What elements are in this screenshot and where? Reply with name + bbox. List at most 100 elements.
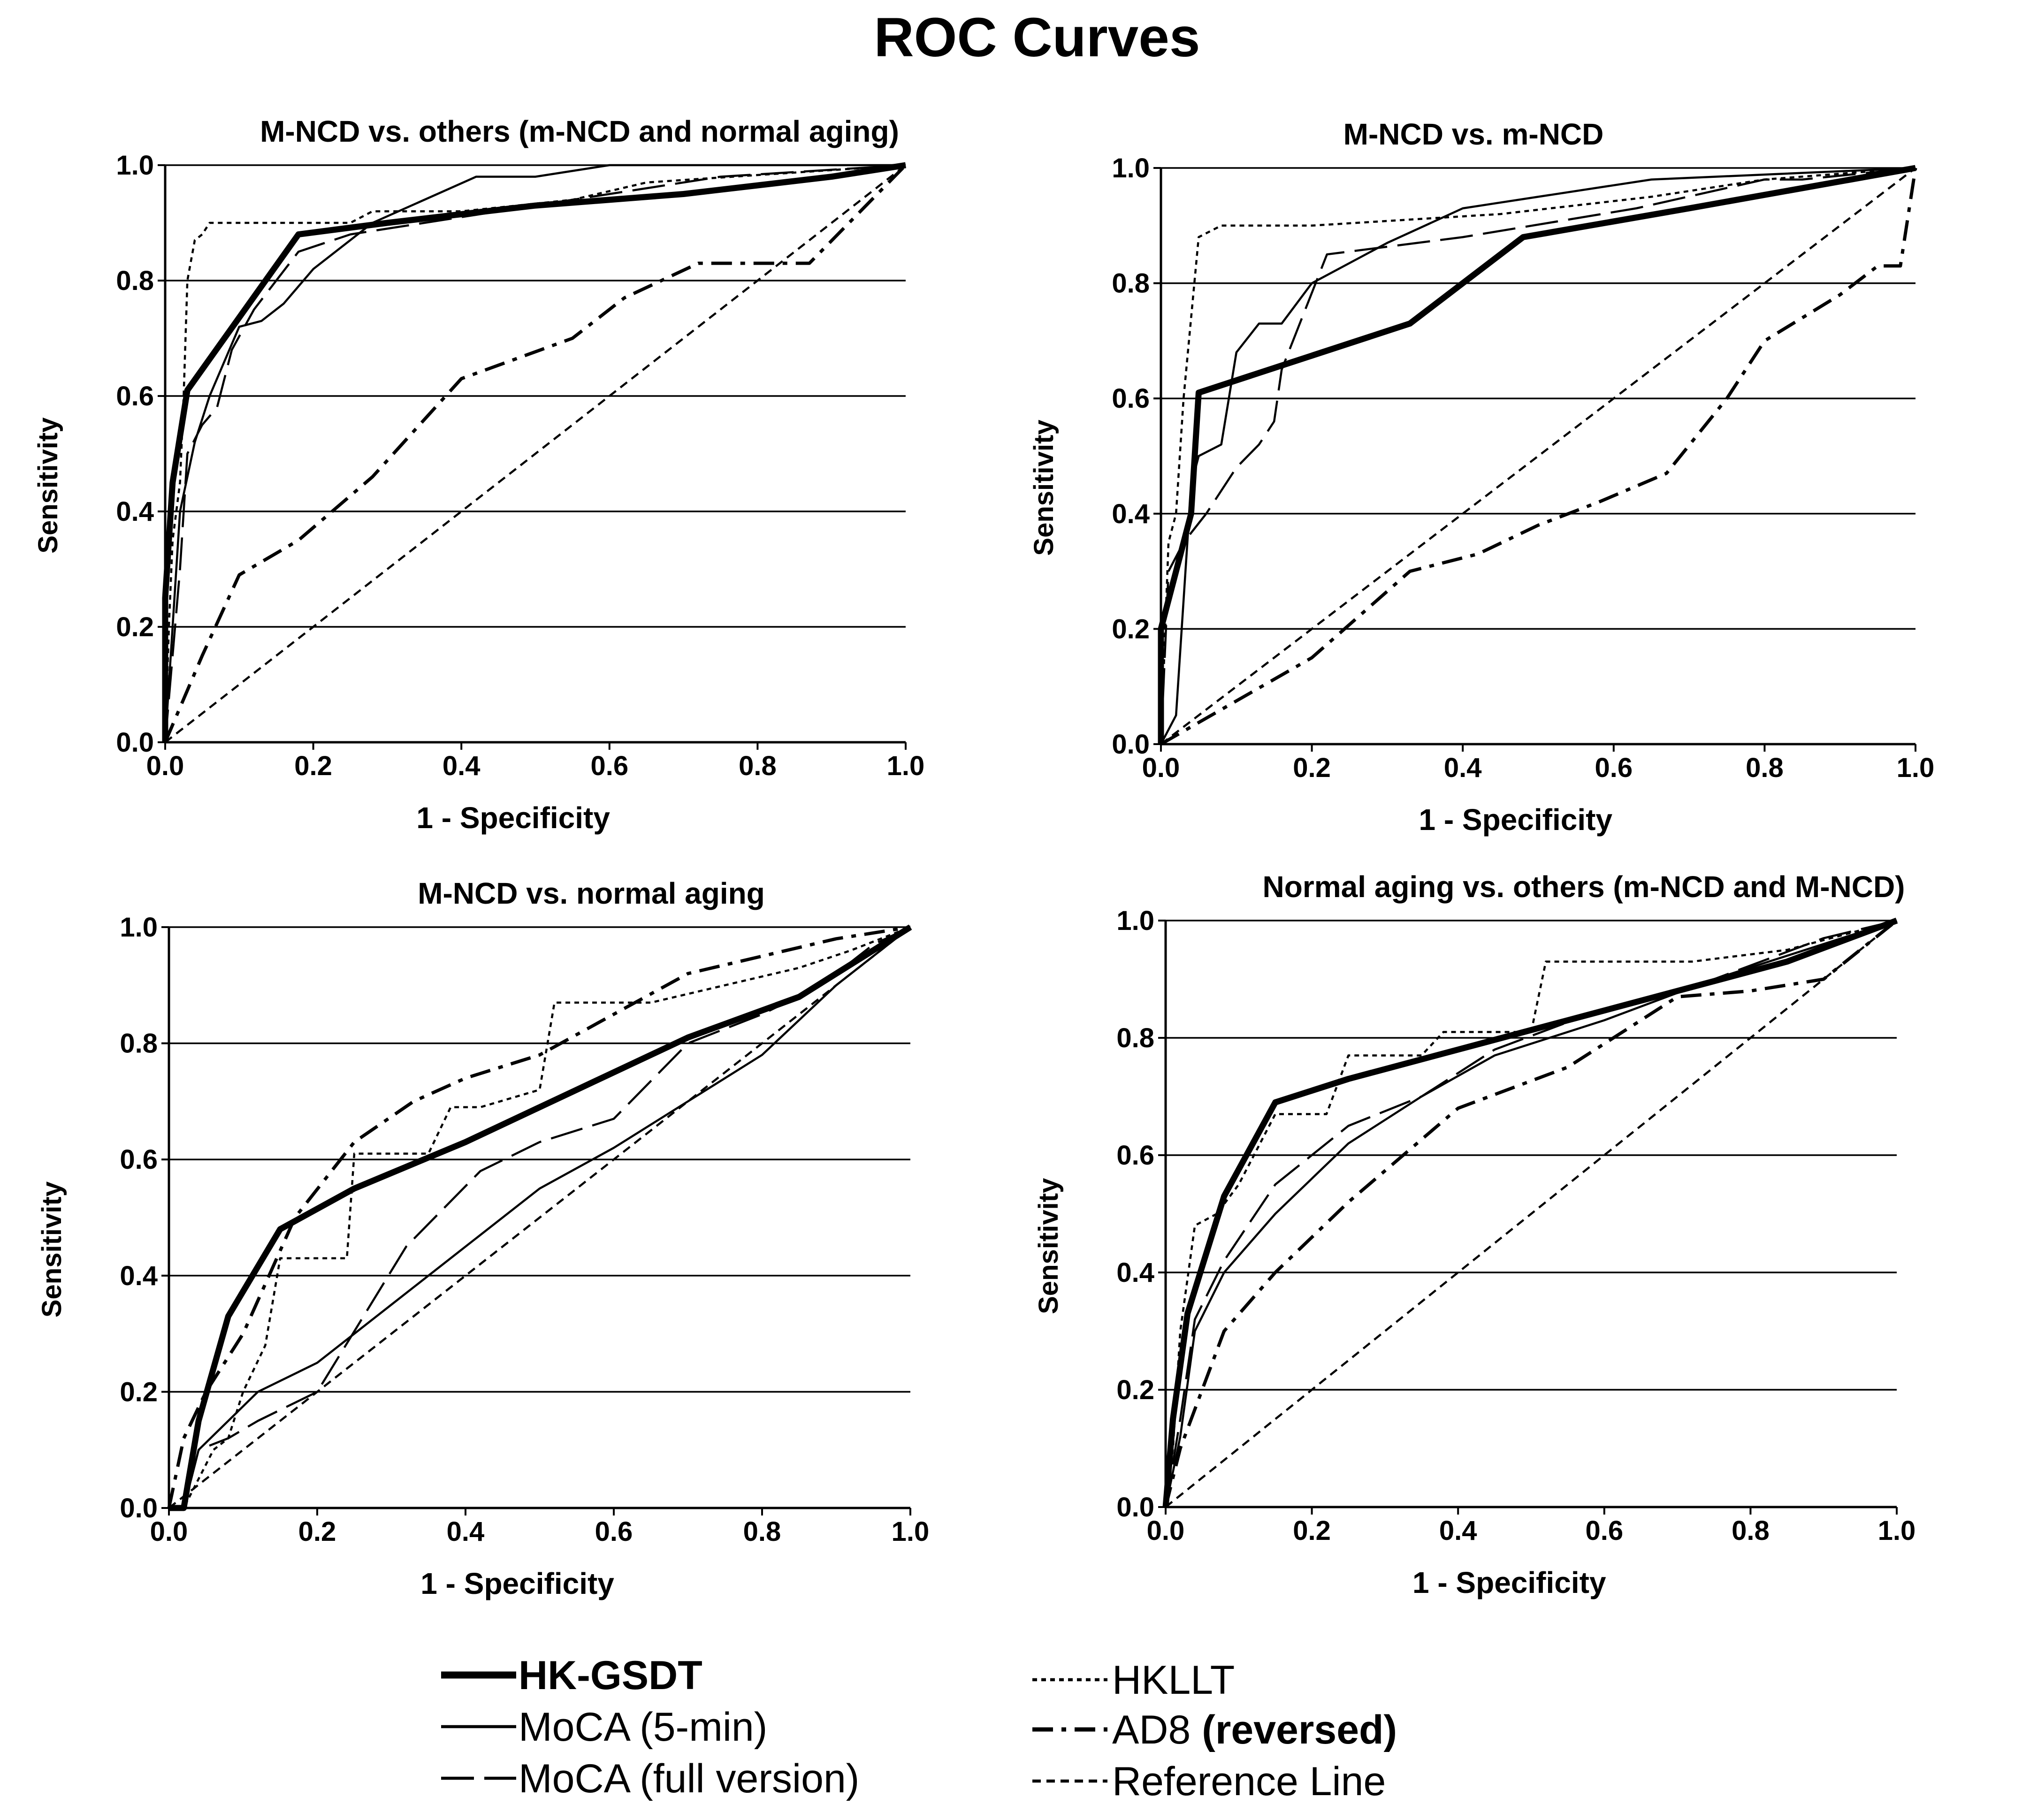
legend-label: MoCA (5-min) — [519, 1705, 767, 1750]
x-tick-label: 0.8 — [1732, 1515, 1770, 1546]
legend-item-moca-full-version: MoCA (full version) — [441, 1756, 859, 1801]
y-tick-label: 0.0 — [120, 1493, 158, 1523]
series-line-hkllt — [169, 926, 911, 1509]
x-tick-label: 0.4 — [443, 751, 481, 781]
y-tick-label: 0.0 — [116, 727, 154, 758]
y-tick-label: 0.0 — [1116, 1492, 1154, 1523]
series-line-moca-full-version — [1164, 919, 1897, 1508]
y-tick-label: 0.4 — [116, 496, 154, 527]
roc-panel-1: M-NCD vs. others (m-NCD and normal aging… — [33, 114, 924, 835]
figure-title: ROC Curves — [874, 7, 1200, 69]
legend-label: HK-GSDT — [519, 1653, 702, 1698]
y-axis-label: Sensitivity — [1033, 1178, 1064, 1314]
x-axis-label: 1 - Specificity — [416, 801, 610, 835]
panel-title: Normal aging vs. others (m-NCD and M-NCD… — [1263, 870, 1905, 904]
x-tick-label: 0.0 — [146, 751, 184, 781]
roc-panel-2: M-NCD vs. m-NCD 0.0 0.2 0.4 0.6 0.8 1.0 0.0 0.2 0… — [1029, 117, 1934, 837]
y-tick-label: 0.4 — [120, 1261, 158, 1291]
legend-label: MoCA (full version) — [519, 1756, 859, 1801]
x-tick-label: 0.6 — [590, 751, 628, 781]
y-tick-label: 0.0 — [1112, 729, 1150, 760]
x-tick-label: 1.0 — [1897, 753, 1935, 783]
y-tick-label: 0.6 — [1116, 1140, 1154, 1171]
x-tick-label: 0.0 — [1147, 1515, 1185, 1546]
series-line-moca-full-version — [164, 164, 906, 743]
legend-suffix: (reversed) — [1202, 1707, 1397, 1752]
series-line-hk-gsdt — [162, 162, 907, 742]
y-tick-label: 1.0 — [116, 150, 154, 181]
y-tick-label: 0.2 — [120, 1377, 158, 1407]
x-tick-label: 0.6 — [1585, 1515, 1623, 1546]
legend-label: AD8 (reversed) — [1112, 1707, 1397, 1752]
series-line-hk-gsdt — [1162, 917, 1898, 1508]
series-line-moca-5-min — [1160, 167, 1916, 745]
x-tick-label: 0.0 — [150, 1516, 188, 1547]
y-tick-label: 0.6 — [116, 381, 154, 411]
x-tick-label: 0.4 — [1444, 753, 1482, 783]
x-tick-label: 0.8 — [1746, 753, 1784, 783]
x-tick-label: 0.4 — [1439, 1515, 1477, 1546]
y-tick-label: 0.2 — [1116, 1375, 1154, 1405]
y-tick-label: 0.6 — [1112, 383, 1150, 414]
y-tick-label: 0.8 — [1112, 268, 1150, 299]
series-line-ad8-reversed — [167, 925, 911, 1508]
y-tick-label: 1.0 — [1112, 153, 1150, 183]
series-line-hkllt — [164, 164, 906, 743]
series-line-ad8-reversed — [1164, 919, 1898, 1508]
y-tick-label: 0.8 — [1116, 1023, 1154, 1053]
panels-group: M-NCD vs. others (m-NCD and normal aging… — [33, 114, 1934, 1600]
legend-item-reference-line: Reference Line — [1032, 1759, 1386, 1804]
x-tick-label: 1.0 — [892, 1516, 930, 1547]
y-tick-label: 0.8 — [116, 266, 154, 296]
series-line-moca-5-min — [169, 926, 911, 1509]
x-tick-label: 0.8 — [739, 751, 777, 781]
y-tick-label: 0.8 — [120, 1028, 158, 1059]
series-line-moca-full-version — [1160, 167, 1916, 745]
y-axis-label: Sensitivity — [33, 418, 63, 554]
legend-label: HKLLT — [1112, 1658, 1235, 1703]
legend-item-hkllt: HKLLT — [1032, 1658, 1235, 1703]
panel-title: M-NCD vs. m-NCD — [1343, 117, 1604, 151]
series-line-hk-gsdt — [169, 924, 912, 1511]
x-axis-label: 1 - Specificity — [1412, 1566, 1606, 1599]
panel-title: M-NCD vs. normal aging — [418, 876, 765, 910]
series-line-hkllt — [1164, 919, 1897, 1508]
y-tick-label: 0.2 — [1112, 614, 1150, 644]
roc-panel-3: M-NCD vs. normal aging 0.0 0.2 0.4 0.6 0.8 1.0… — [37, 876, 929, 1600]
y-axis-label: Sensitivity — [1029, 419, 1059, 556]
legend-label: Reference Line — [1112, 1759, 1386, 1804]
series-line-moca-5-min — [1164, 919, 1897, 1508]
x-axis-label: 1 - Specificity — [420, 1567, 614, 1600]
x-tick-label: 0.2 — [1293, 1515, 1331, 1546]
series-line-reference-line — [164, 164, 907, 743]
y-tick-label: 0.4 — [1116, 1257, 1154, 1288]
x-axis-label: 1 - Specificity — [1419, 803, 1612, 837]
y-axis-label: Sensitivity — [37, 1181, 67, 1317]
legend: HK-GSDT MoCA (5-min) MoCA (full version) HK… — [441, 1653, 1397, 1804]
x-tick-label: 0.8 — [743, 1516, 781, 1547]
x-tick-label: 0.0 — [1142, 753, 1180, 783]
x-tick-label: 0.4 — [447, 1516, 485, 1547]
legend-item-ad8: AD8 (reversed) — [1032, 1707, 1397, 1752]
x-tick-label: 0.2 — [1293, 753, 1331, 783]
x-tick-label: 0.2 — [298, 1516, 336, 1547]
x-tick-label: 0.6 — [595, 1516, 633, 1547]
roc-panel-4: Normal aging vs. others (m-NCD and M-NCD… — [1033, 870, 1916, 1599]
series-line-moca-5-min — [164, 164, 906, 743]
x-tick-label: 1.0 — [887, 751, 925, 781]
panel-title: M-NCD vs. others (m-NCD and normal aging… — [260, 114, 899, 148]
y-tick-label: 0.6 — [120, 1144, 158, 1175]
x-tick-label: 0.2 — [294, 751, 332, 781]
y-tick-label: 0.4 — [1112, 499, 1150, 529]
x-tick-label: 1.0 — [1878, 1515, 1916, 1546]
series-line-moca-full-version — [169, 926, 911, 1509]
legend-item-moca-5-min: MoCA (5-min) — [441, 1705, 767, 1750]
y-tick-label: 1.0 — [1116, 906, 1154, 936]
legend-item-hk-gsdt: HK-GSDT — [441, 1653, 702, 1698]
y-tick-label: 1.0 — [120, 912, 158, 943]
series-line-reference-line — [1165, 920, 1898, 1508]
x-tick-label: 0.6 — [1595, 753, 1633, 783]
series-line-reference-line — [168, 926, 911, 1509]
